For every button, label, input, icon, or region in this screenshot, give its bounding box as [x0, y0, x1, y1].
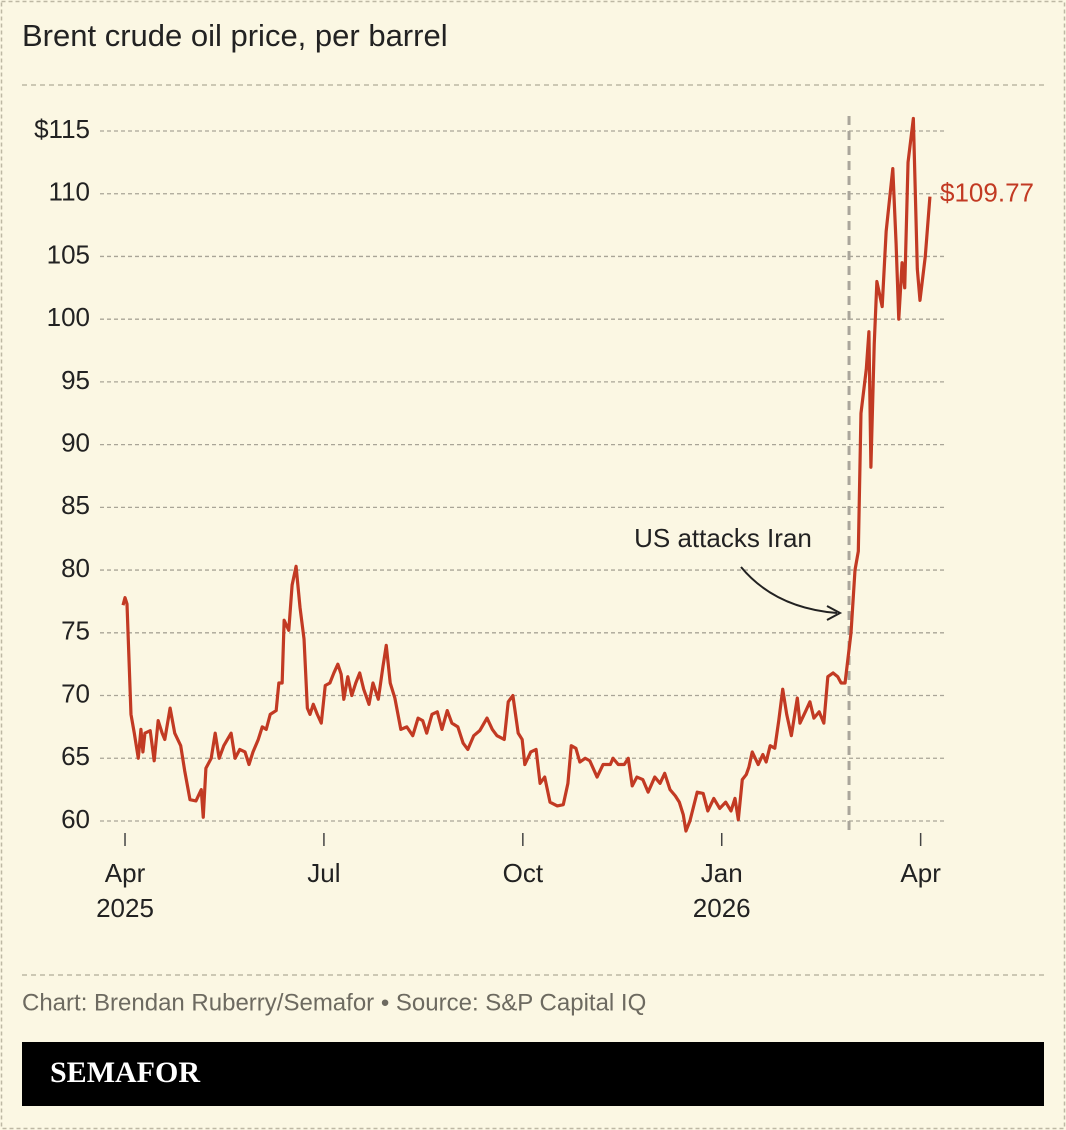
price-line — [121, 116, 932, 833]
chart-title: Brent crude oil price, per barrel — [22, 18, 448, 53]
y-tick-label: 80 — [61, 553, 90, 583]
y-tick-label: 75 — [61, 616, 90, 646]
brand-bar — [22, 1042, 1044, 1106]
x-tick-year: 2026 — [693, 893, 751, 923]
x-tick-label: Oct — [503, 858, 544, 888]
x-tick-year: 2025 — [96, 893, 154, 923]
y-tick-label: 85 — [61, 490, 90, 520]
y-tick-label: 70 — [61, 678, 90, 708]
y-tick-label: 110 — [49, 177, 90, 207]
y-tick-label: 65 — [61, 741, 90, 771]
y-tick-label: 90 — [61, 427, 90, 457]
y-tick-label: 105 — [47, 239, 90, 269]
x-tick-label: Apr — [105, 858, 146, 888]
event-label: US attacks Iran — [634, 523, 812, 553]
x-tick-label: Jan — [701, 858, 743, 888]
source-note: Chart: Brendan Ruberry/Semafor • Source:… — [22, 989, 646, 1016]
brand: SEMAFOR — [50, 1056, 200, 1089]
y-tick-label: 95 — [61, 365, 90, 395]
x-tick-label: Apr — [900, 858, 941, 888]
arrow-head — [826, 605, 843, 621]
annotation-arrow — [740, 566, 838, 614]
y-tick-label: 60 — [61, 804, 90, 834]
x-tick-label: Jul — [307, 858, 340, 888]
y-tick-label: $115 — [34, 114, 90, 144]
y-tick-label: 100 — [47, 302, 90, 332]
end-label: $109.77 — [940, 177, 1034, 207]
